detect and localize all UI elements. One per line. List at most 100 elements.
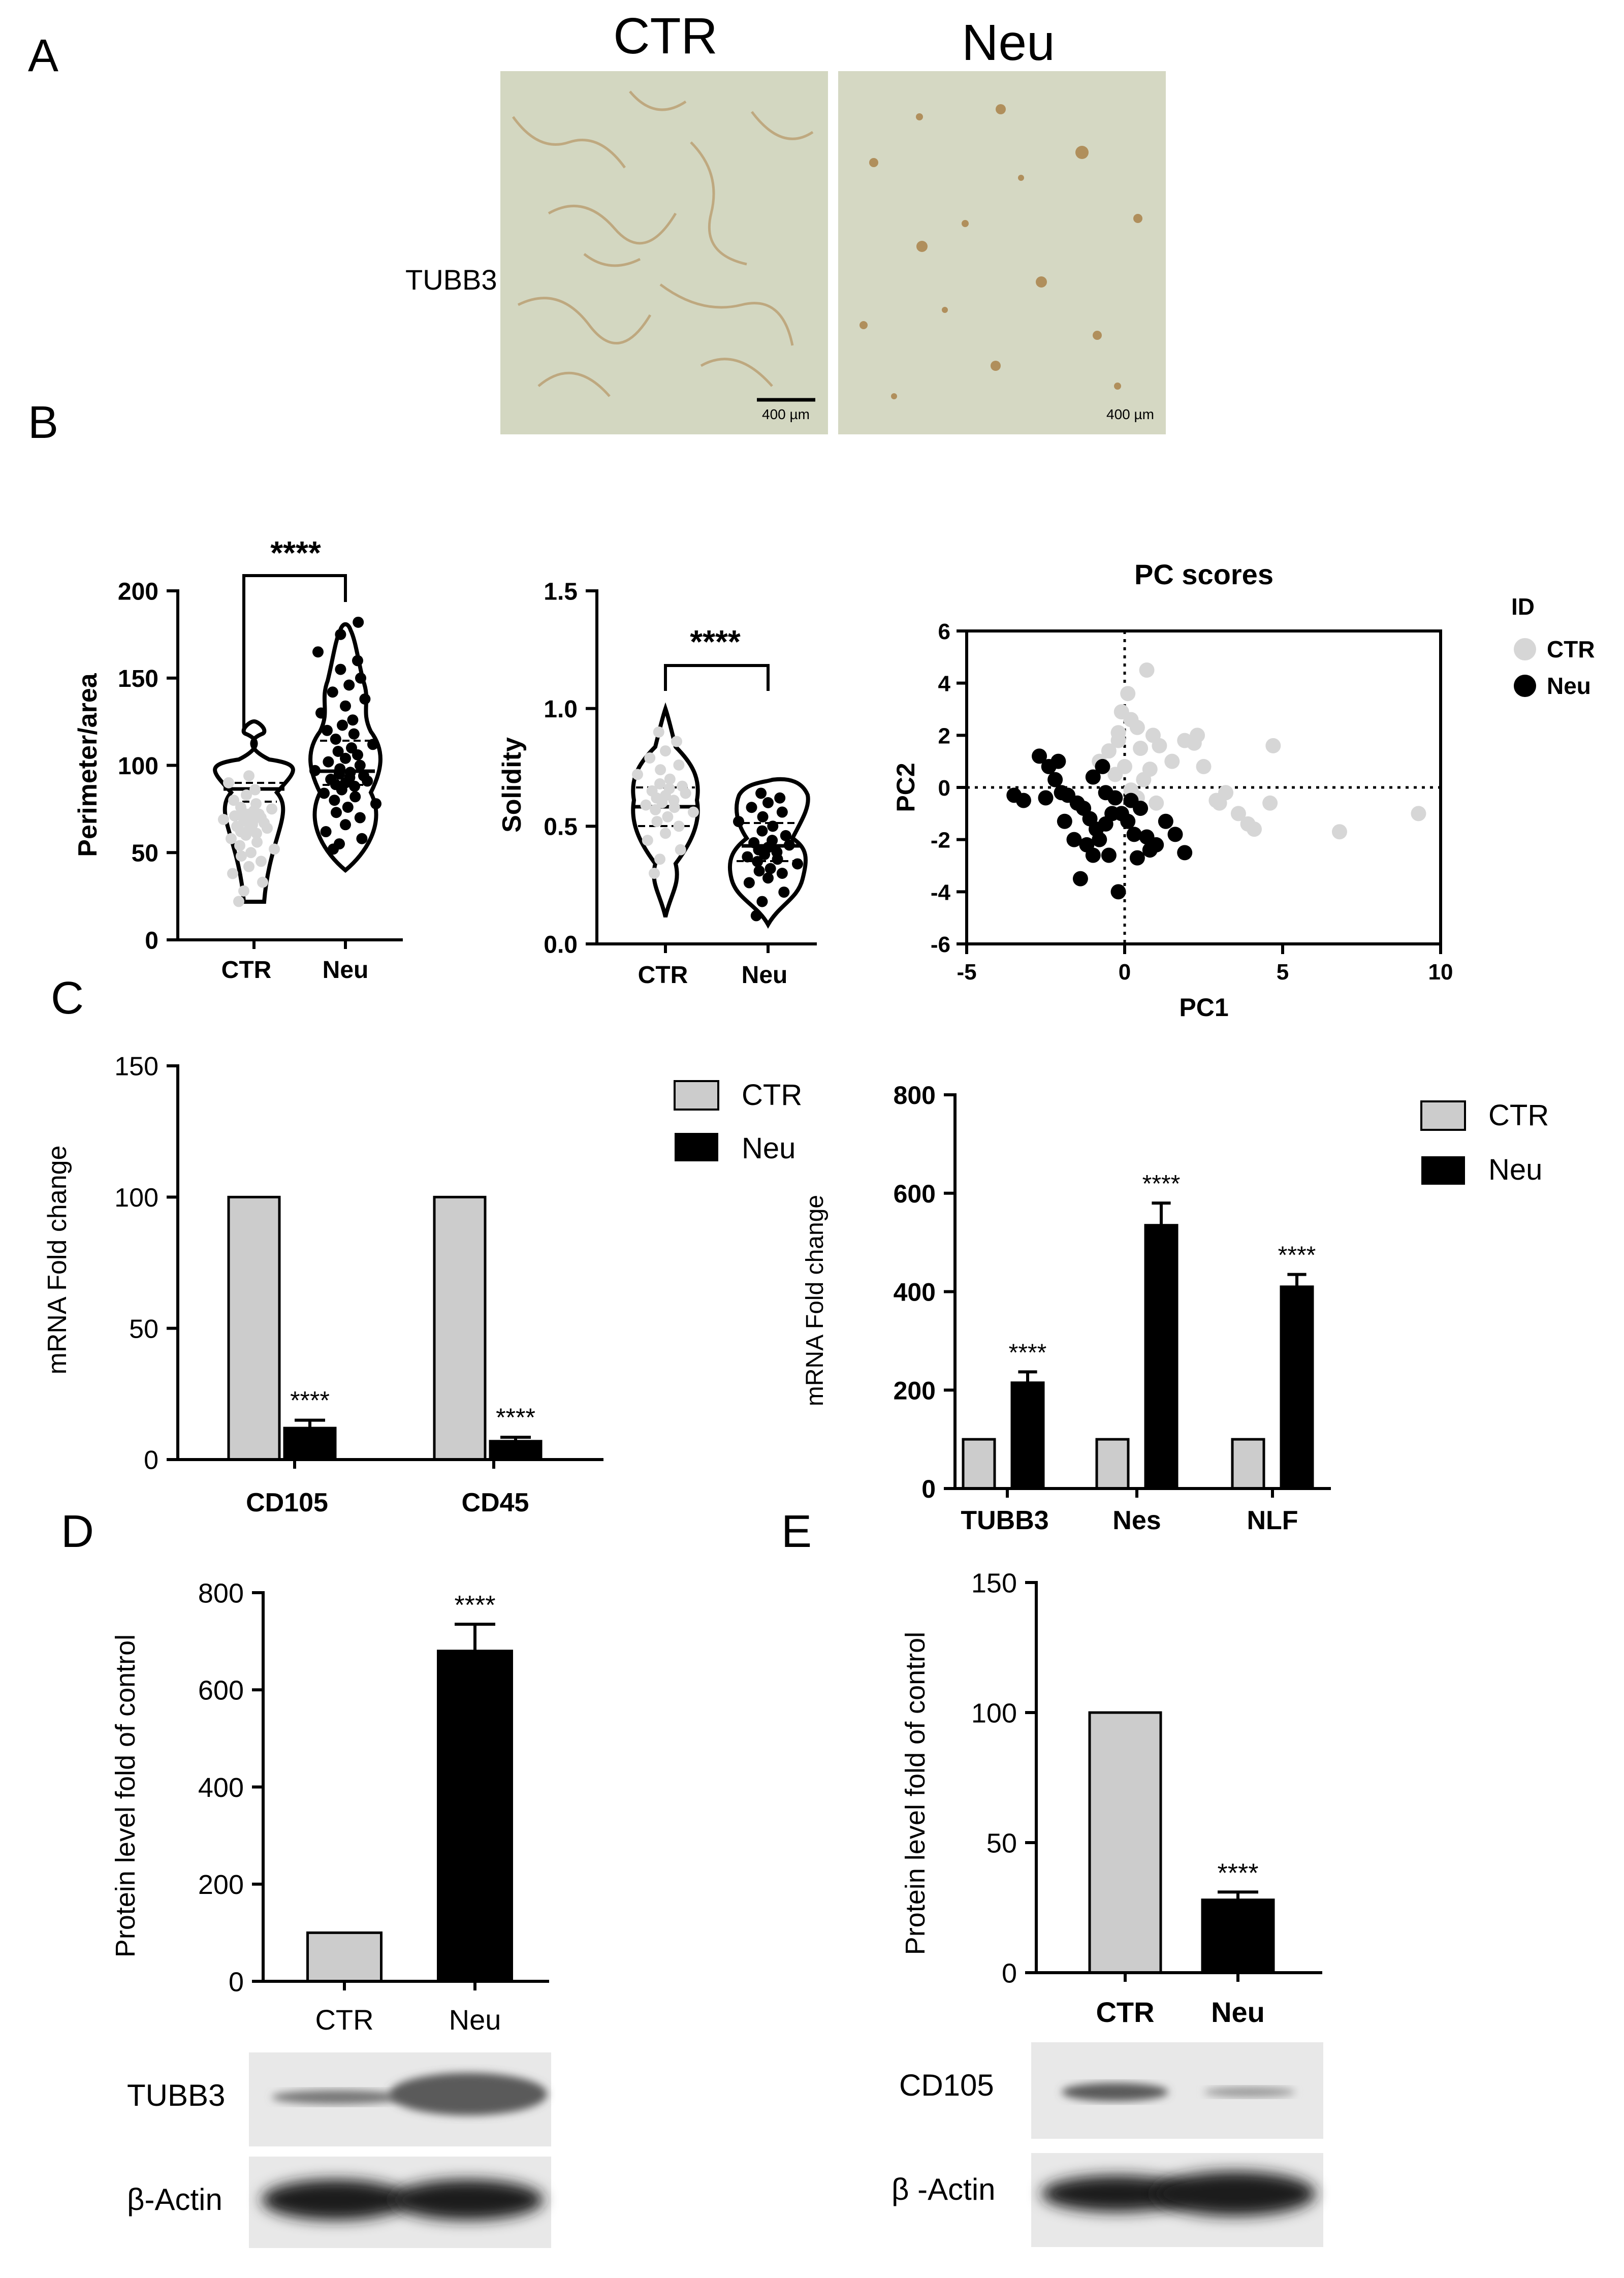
micrograph-column-ctr: CTR bbox=[613, 8, 718, 65]
y-tick-label-3: 150 bbox=[971, 1568, 1017, 1598]
bar-ctr bbox=[306, 1931, 383, 1983]
scatter-point-ctr bbox=[1196, 758, 1212, 774]
violin-point-neu bbox=[367, 739, 378, 750]
y-axis-label: Protein level fold of control bbox=[900, 1632, 931, 1955]
category-label-ctr: CTR bbox=[638, 962, 688, 989]
violin-point-neu bbox=[776, 868, 788, 879]
chart-d: **** 0 200 400 600 800 CTR Neu Protein level… bbox=[110, 1578, 551, 2248]
y-tick-label-2: 1.0 bbox=[544, 696, 578, 723]
violin-point-neu bbox=[332, 746, 344, 757]
significance-label: **** bbox=[1009, 1339, 1047, 1366]
y-tick-label-6: 6 bbox=[938, 619, 950, 644]
violin-point-ctr bbox=[243, 770, 254, 782]
y-ticks: 0 200 400 600 800 bbox=[198, 1578, 263, 1997]
significance-label: **** bbox=[290, 1386, 330, 1415]
scale-bar-label-ctr: 400 µm bbox=[762, 406, 810, 422]
violin-point-neu bbox=[348, 728, 360, 740]
scatter-point-neu bbox=[1085, 769, 1101, 785]
violin-point-ctr bbox=[218, 813, 229, 825]
violin-point-ctr bbox=[649, 868, 660, 879]
violin-point-neu bbox=[344, 767, 356, 778]
band-tubb3-neu bbox=[390, 2073, 547, 2115]
scatter-point-neu bbox=[1072, 871, 1088, 887]
violin-point-neu bbox=[320, 826, 332, 838]
violin-point-ctr bbox=[256, 856, 267, 867]
category-label-neu: Neu bbox=[742, 962, 788, 989]
violin-point-neu bbox=[778, 887, 790, 898]
violin-point-neu bbox=[762, 872, 774, 884]
band-actin-neu bbox=[1153, 2171, 1316, 2216]
scatter-point-ctr bbox=[1262, 795, 1278, 811]
legend-marker-ctr bbox=[1514, 638, 1536, 660]
violin-point-ctr bbox=[653, 726, 664, 738]
violin-point-ctr bbox=[673, 820, 685, 832]
scatter-point-ctr bbox=[1117, 758, 1132, 774]
category-label-ctr: CTR bbox=[315, 2004, 373, 2036]
violin-point-neu bbox=[331, 807, 342, 818]
y-tick-label-4: 2 bbox=[938, 723, 950, 748]
violin-point-neu bbox=[327, 686, 338, 698]
violin-point-neu bbox=[342, 801, 354, 813]
scatter-point-neu bbox=[1095, 758, 1110, 774]
violin-point-neu bbox=[319, 787, 330, 799]
category-label-neu: Neu bbox=[449, 2004, 501, 2036]
violin-point-ctr bbox=[662, 811, 674, 822]
violin-point-ctr bbox=[236, 850, 247, 862]
y-tick-label-3: 150 bbox=[114, 1052, 158, 1082]
scatter-point-neu bbox=[1085, 847, 1101, 863]
y-ticks: 0 200 400 600 800 bbox=[894, 1081, 955, 1503]
significance-label: **** bbox=[1278, 1242, 1316, 1269]
violin-point-neu bbox=[743, 877, 755, 889]
violin-point-neu bbox=[358, 770, 369, 782]
scatter-point-ctr bbox=[1247, 821, 1262, 837]
violin-point-ctr bbox=[644, 752, 656, 764]
scatter-point-neu bbox=[1158, 813, 1173, 829]
category-label-tubb3: TUBB3 bbox=[961, 1506, 1048, 1535]
band-actin-ctr bbox=[262, 2179, 409, 2220]
violin-points bbox=[632, 726, 803, 922]
y-tick-label-3: 1.5 bbox=[544, 578, 578, 605]
y-tick-label-3: 600 bbox=[894, 1180, 936, 1208]
violin-point-ctr bbox=[632, 769, 643, 780]
y-tick-label-1: 50 bbox=[986, 1828, 1017, 1858]
violin-point-ctr bbox=[249, 784, 261, 796]
bar-ctr-nlf bbox=[1231, 1438, 1265, 1490]
scatter-point-neu bbox=[1167, 827, 1183, 842]
y-tick-label-0: 0 bbox=[144, 1446, 158, 1475]
x-tick-label-3: 10 bbox=[1428, 960, 1453, 985]
violin-point-ctr bbox=[245, 847, 257, 859]
bar-neu-cd105 bbox=[283, 1427, 337, 1461]
violin-point-neu bbox=[312, 646, 324, 658]
micrograph-ctr bbox=[500, 71, 828, 434]
violin-point-neu bbox=[753, 865, 765, 877]
violin-point-ctr bbox=[677, 780, 688, 792]
scatter-point-ctr bbox=[1265, 738, 1281, 753]
y-tick-label-1: 0.5 bbox=[544, 814, 578, 841]
violin-point-neu bbox=[325, 773, 337, 785]
bar-neu-nes bbox=[1144, 1224, 1179, 1490]
category-label-cd105: CD105 bbox=[246, 1488, 328, 1517]
y-axis-label: Solidity bbox=[497, 737, 527, 833]
violin-point-ctr bbox=[688, 806, 699, 818]
y-axis-label: mRNA Fold change bbox=[43, 1146, 72, 1375]
y-tick-label-5: 4 bbox=[938, 672, 951, 697]
category-label-cd45: CD45 bbox=[462, 1488, 529, 1517]
x-tick-label-2: 5 bbox=[1277, 960, 1289, 985]
scatter-point-neu bbox=[1110, 884, 1126, 900]
legend-label-neu: Neu bbox=[1488, 1153, 1542, 1186]
violin-point-neu bbox=[343, 679, 355, 691]
y-ticks: 0.0 0.5 1.0 1.5 bbox=[544, 578, 597, 958]
panel-letter-d: D bbox=[61, 1506, 94, 1557]
violin-point-ctr bbox=[250, 798, 262, 810]
scatter-point-ctr bbox=[1152, 738, 1167, 753]
panel-letter-b: B bbox=[28, 397, 58, 448]
y-tick-label-2: -2 bbox=[931, 828, 950, 853]
panel-a: CTR Neu TUBB3 400 µm 400 µm bbox=[405, 8, 1166, 434]
category-label-neu: Neu bbox=[323, 957, 369, 984]
y-axis-label: Protein level fold of control bbox=[110, 1634, 141, 1957]
violin-point-neu bbox=[756, 825, 768, 837]
y-axis-label: mRNA Fold change bbox=[802, 1195, 829, 1406]
violin-point-ctr bbox=[646, 785, 658, 797]
y-tick-label-4: 800 bbox=[894, 1081, 936, 1110]
